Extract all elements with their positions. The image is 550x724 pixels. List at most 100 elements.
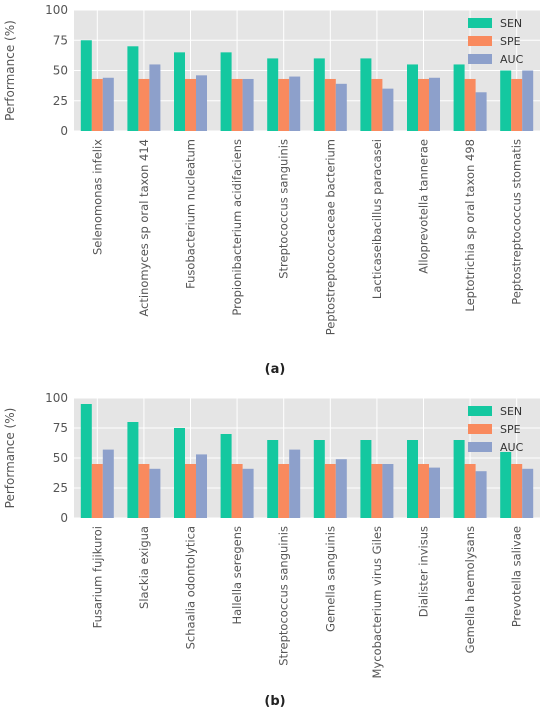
x-tick-label: Prevotella salivae <box>510 526 524 627</box>
bar-spe <box>91 464 103 518</box>
bar-spe <box>464 78 476 131</box>
bar-sen <box>500 452 512 518</box>
bar-auc <box>149 468 161 518</box>
x-tick-label: Fusarium fujikuroi <box>90 526 104 628</box>
x-tick-label: Actinomyces sp oral taxon 414 <box>137 139 151 317</box>
bar-sen <box>360 58 372 131</box>
bar-spe <box>464 464 476 518</box>
legend-swatch-sen <box>468 406 492 416</box>
bar-auc <box>289 449 301 518</box>
bar-sen <box>220 434 232 518</box>
bar-auc <box>149 64 161 131</box>
x-tick-label: Streptococcus sanguinis <box>277 526 291 666</box>
x-tick-label: Gemella haemolysans <box>463 526 477 653</box>
bar-auc <box>196 454 207 518</box>
bar-auc <box>382 464 394 518</box>
bar-spe <box>371 464 383 518</box>
y-tick-label: 100 <box>45 391 68 405</box>
bar-sen <box>127 46 139 131</box>
y-tick-label: 75 <box>53 33 68 47</box>
x-tick-label: Fusobacterium nucleatum <box>184 139 198 289</box>
bar-spe <box>511 464 523 518</box>
bar-spe <box>418 464 429 518</box>
bar-spe <box>371 78 383 131</box>
bar-spe <box>138 464 150 518</box>
x-tick-label: Lacticaseibacillus paracasei <box>370 139 384 299</box>
legend-label-spe: SPE <box>500 35 521 48</box>
bar-sen <box>453 440 465 518</box>
y-axis-label: Performance (%) <box>3 408 17 509</box>
bar-auc <box>522 468 534 518</box>
bar-spe <box>138 78 150 131</box>
x-tick-label: Dialister invisus <box>417 526 431 617</box>
x-tick-label: Leptotrichia sp oral taxon 498 <box>463 139 477 312</box>
legend-label-sen: SEN <box>500 17 522 30</box>
bar-spe <box>324 78 336 131</box>
bar-auc <box>475 471 487 518</box>
bar-sen <box>313 440 325 518</box>
bar-auc <box>522 70 534 131</box>
bar-sen <box>500 70 512 131</box>
y-tick-label: 0 <box>60 124 68 138</box>
x-tick-label: Hallella seregens <box>230 526 244 625</box>
y-tick-label: 75 <box>53 421 68 435</box>
x-tick-label: Streptococcus sanguinis <box>277 139 291 279</box>
bar-spe <box>91 78 103 131</box>
bar-sen <box>174 52 185 131</box>
bar-auc <box>335 459 347 518</box>
legend-label-sen: SEN <box>500 405 522 418</box>
bar-auc <box>242 468 254 518</box>
bar-auc <box>335 83 347 131</box>
bar-sen <box>407 64 418 131</box>
bar-auc <box>102 449 114 518</box>
bar-sen <box>80 404 92 518</box>
legend-label-spe: SPE <box>500 423 521 436</box>
bar-spe <box>278 464 290 518</box>
y-tick-label: 100 <box>45 3 68 17</box>
bar-spe <box>231 78 243 131</box>
bar-spe <box>278 78 290 131</box>
y-axis-label: Performance (%) <box>3 20 17 121</box>
x-tick-label: Slackia exigua <box>137 526 151 609</box>
bar-auc <box>196 75 207 131</box>
bar-auc <box>289 76 301 131</box>
legend-swatch-spe <box>468 36 492 46</box>
bar-sen <box>80 40 92 131</box>
panel-label: (b) <box>264 694 285 709</box>
y-tick-label: 0 <box>60 511 68 525</box>
x-tick-label: Propionibacterium acidifaciens <box>230 139 244 316</box>
bar-chart-a: 0 25 50 75 100 Selenomonas infelix Actinomyces… <box>3 3 540 377</box>
bar-auc <box>429 77 440 131</box>
bar-sen <box>267 440 279 518</box>
bar-spe <box>418 78 429 131</box>
bar-auc <box>102 77 114 131</box>
x-tick-label: Mycobacterium virus Giles <box>370 526 384 678</box>
bar-spe <box>185 78 196 131</box>
bar-sen <box>267 58 279 131</box>
chart-panel-b: 0 25 50 75 100 Fusarium fujikuroi Slackia exig… <box>0 385 550 720</box>
bar-spe <box>231 464 243 518</box>
y-tick-label: 50 <box>53 451 68 465</box>
legend-swatch-spe <box>468 424 492 434</box>
bar-sen <box>220 52 232 131</box>
legend-label-auc: AUC <box>500 53 524 66</box>
legend-label-auc: AUC <box>500 441 524 454</box>
legend-swatch-auc <box>468 54 492 64</box>
x-tick-label: Schaalia odontolytica <box>184 526 198 649</box>
x-tick-label: Selenomonas infelix <box>90 139 104 255</box>
bar-sen <box>407 440 418 518</box>
x-tick-label: Peptostreptococcaceae bacterium <box>323 139 337 335</box>
bar-sen <box>453 64 465 131</box>
bar-auc <box>475 92 487 131</box>
legend-swatch-sen <box>468 18 492 28</box>
bar-sen <box>313 58 325 131</box>
x-tick-label: Gemella sanguinis <box>323 526 337 632</box>
bar-sen <box>127 422 139 518</box>
legend-swatch-auc <box>468 442 492 452</box>
x-tick-label: Alloprevotella tannerae <box>417 139 431 274</box>
y-tick-label: 25 <box>53 94 68 108</box>
bar-sen <box>174 428 185 518</box>
bar-spe <box>511 78 523 131</box>
bar-spe <box>185 464 196 518</box>
bar-sen <box>360 440 372 518</box>
